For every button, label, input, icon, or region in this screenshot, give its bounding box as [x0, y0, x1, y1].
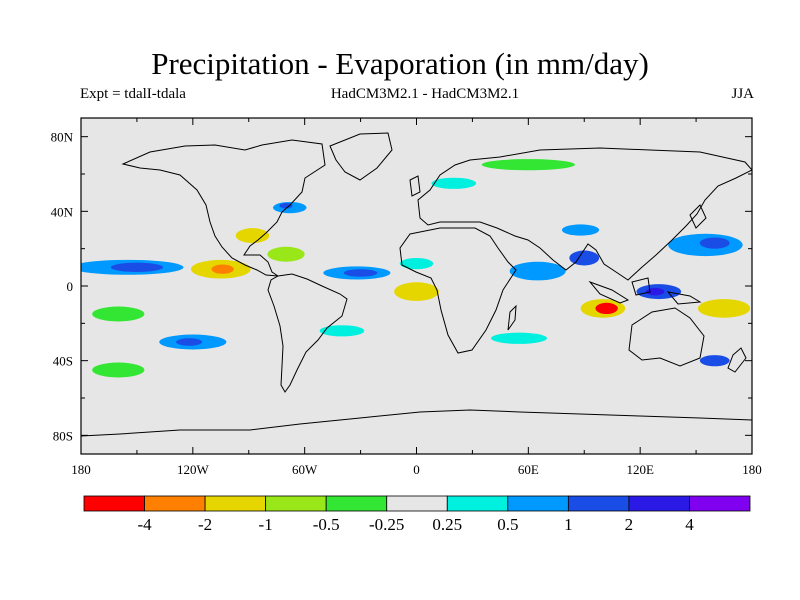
region-e-pacific-itcz-core [110, 262, 164, 273]
colorbar-label: 1 [564, 515, 573, 534]
region-spcz-dry [697, 299, 751, 318]
region-n-europe-wet [431, 177, 477, 189]
colorbar-swatch [628, 495, 690, 512]
colorbar-swatch [204, 495, 267, 512]
y-axis: 80N 40N 0 40S 80S [51, 130, 752, 443]
region-w-africa-wet [399, 258, 434, 270]
x-tick-label: 120E [626, 462, 654, 477]
colorbar-swatch [265, 495, 327, 512]
region-bay-of-bengal [569, 250, 600, 266]
colorbar: -4 -2 -1 -0.5 -0.25 0.25 0.5 1 2 4 [83, 495, 751, 534]
colorbar-label: -1 [259, 515, 273, 534]
region-w-pacific-wet-core [699, 237, 730, 249]
season-label: JJA [731, 86, 754, 102]
region-central-america-dry-core [211, 264, 234, 274]
region-s-indian-dry-core [595, 302, 618, 314]
coastline-greenland [329, 132, 393, 181]
coastline-eurasia [417, 147, 752, 281]
colorbar-label: -2 [198, 515, 212, 534]
colorbar-label: 0.25 [432, 515, 462, 534]
colorbar-label: 4 [685, 515, 694, 534]
colorbar-swatch [325, 495, 388, 512]
region-s-atlantic-dry [394, 282, 439, 301]
region-s-pacific-south [92, 362, 145, 378]
x-tick-label: 60E [518, 462, 539, 477]
x-tick-label: 60W [292, 462, 318, 477]
coastline-britain [409, 175, 421, 197]
region-tasman [699, 355, 730, 367]
colorbar-swatch [689, 495, 751, 512]
contour-regions [81, 159, 751, 378]
colorbar-swatch [567, 495, 630, 512]
region-atlantic-itcz-core [343, 269, 378, 277]
y-tick-label: 40S [53, 354, 73, 369]
colorbar-label: -0.25 [369, 515, 404, 534]
coastline-africa [399, 227, 517, 354]
x-axis: 180 120W 60W 0 60E 120E 180 [71, 118, 762, 477]
region-indian-ocean-wet [509, 261, 566, 281]
region-arctic-dry [481, 159, 575, 171]
x-tick-label: 120W [177, 462, 210, 477]
region-s-pacific-wet-core [176, 338, 203, 346]
x-tick-label: 180 [71, 462, 91, 477]
model-label: HadCM3M2.1 - HadCM3M2.1 [330, 86, 520, 102]
coastline-antarctica [81, 409, 752, 437]
y-tick-label: 40N [51, 204, 74, 219]
colorbar-swatch [446, 495, 509, 512]
region-tibet-wet [561, 224, 600, 236]
coastline-indonesia [588, 280, 630, 304]
coastline-new-guinea [666, 291, 702, 305]
region-s-atlantic-cyan [319, 325, 365, 337]
colorbar-swatch [83, 495, 145, 512]
region-n-atlantic-wet-core [279, 202, 293, 209]
colorbar-swatch [144, 495, 206, 512]
experiment-label: Expt = tdalI-tdala [80, 86, 186, 102]
y-tick-label: 80S [53, 428, 73, 443]
coastline-borneo [631, 277, 651, 296]
colorbar-label: 2 [625, 515, 634, 534]
region-gulf-dry [235, 228, 270, 244]
colorbar-swatch [507, 495, 569, 512]
colorbar-swatch [386, 495, 448, 512]
coastline-australia [628, 307, 705, 367]
region-s-indian-cyan [491, 332, 547, 344]
colorbar-label: 0.5 [497, 515, 518, 534]
coastline-japan [689, 204, 707, 229]
chart-title: Precipitation - Evaporation (in mm/day) [151, 46, 649, 81]
coastlines [81, 132, 752, 437]
x-tick-label: 180 [742, 462, 762, 477]
colorbar-label: -4 [137, 515, 152, 534]
coastline-north-america [121, 139, 326, 277]
coastline-new-zealand [727, 347, 747, 373]
y-tick-label: 80N [51, 130, 74, 145]
colorbar-label: -0.5 [313, 515, 340, 534]
x-tick-label: 0 [413, 462, 420, 477]
coastline-south-america [267, 273, 348, 393]
region-s-pacific-green [92, 306, 145, 322]
y-tick-label: 0 [67, 279, 74, 294]
region-maritime-core [645, 287, 665, 296]
region-caribbean-dry [267, 246, 305, 262]
coastline-madagascar [507, 304, 517, 331]
